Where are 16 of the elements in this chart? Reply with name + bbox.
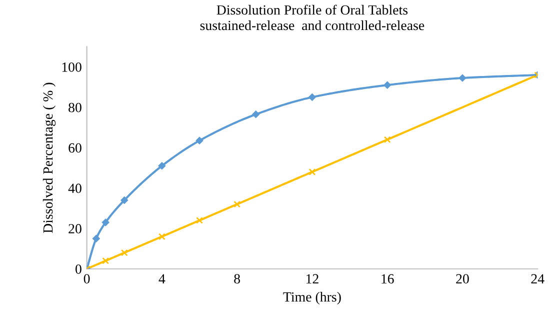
chart-title: Dissolution Profile of Oral Tablets sustained-release and controlled-release [200,4,424,30]
x-tick-label: 8 [234,274,240,284]
y-axis-title: Dissolved Percentage ( % ) [42,82,56,233]
y-tick-label: 0 [76,264,82,274]
y-tick-label: 60 [68,143,82,153]
x-tick-label: 20 [456,274,469,284]
x-tick-label: 16 [382,274,394,284]
x-tick-label: 24 [531,274,544,284]
x-tick-label: 12 [306,274,318,284]
y-tick-label: 100 [62,62,82,72]
x-tick-label: 0 [84,274,90,284]
x-axis-title: Time (hrs) [283,292,341,304]
y-tick-label: 40 [68,184,82,194]
y-tick-label: 80 [68,102,82,112]
y-tick-label: 20 [68,224,82,234]
x-tick-label: 4 [158,274,166,284]
